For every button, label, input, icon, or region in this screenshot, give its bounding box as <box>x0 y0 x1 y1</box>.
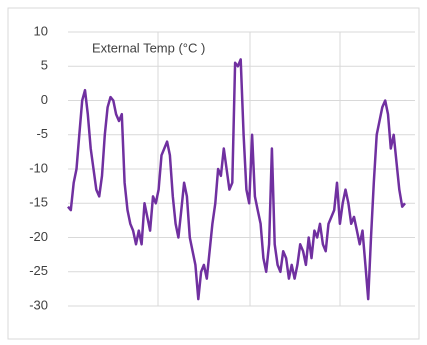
chart-border <box>7 7 420 340</box>
data-line <box>67 58 406 301</box>
y-tick-label: -30 <box>29 297 48 312</box>
chart-title: External Temp (°C ) <box>92 40 205 55</box>
y-tick-label: -25 <box>29 263 48 278</box>
y-tick-label: -15 <box>29 195 48 210</box>
y-tick-label: -20 <box>29 229 48 244</box>
y-tick-label: 5 <box>41 58 48 73</box>
y-tick-label: -10 <box>29 160 48 175</box>
y-tick-label: 10 <box>34 23 48 38</box>
y-tick-label: 0 <box>41 92 48 107</box>
y-tick-label: -5 <box>36 126 48 141</box>
